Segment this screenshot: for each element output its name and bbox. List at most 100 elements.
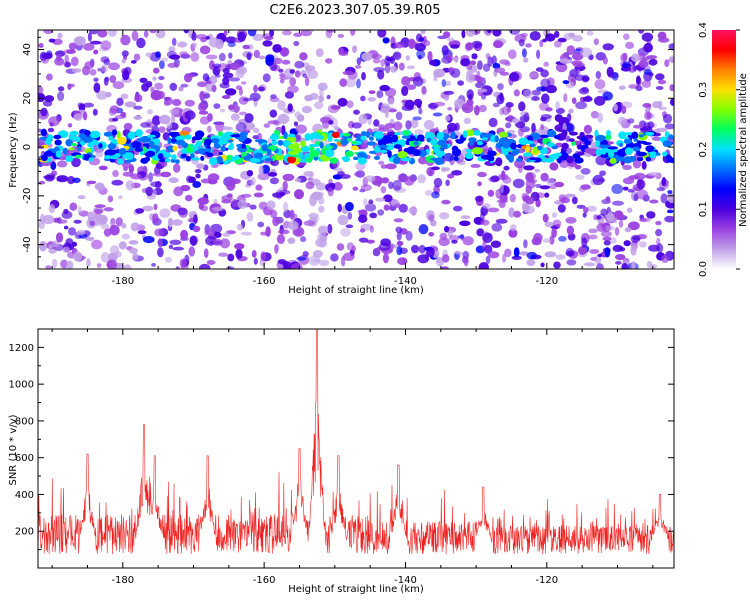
spectrogram-cell [234,243,245,250]
spectrogram-cell [669,84,674,92]
spectrogram-cell [173,186,184,197]
spectrogram-cell [294,70,301,78]
spectrogram-cell [493,40,503,49]
spectrogram-signal-cell [178,130,190,136]
spectrogram-cell [509,193,516,203]
spectrogram-cell [54,57,65,66]
spectrogram-signal-cell [568,138,575,142]
spectrogram-y-axis-label: Frequency (Hz) [8,112,19,188]
spectrogram-cell [136,37,146,49]
spectrogram-cell [566,259,577,266]
spectrogram-cell [120,34,131,46]
spectrogram-cell [441,167,446,172]
spectrogram-signal-cell [373,155,381,160]
spectrogram-cell [641,160,647,170]
spectrogram-signal-cell [140,157,149,164]
spectrogram-cell [622,186,629,191]
spectrogram-cell [487,251,500,259]
spectrogram-cell [539,39,544,48]
spectrogram-cell [583,262,596,267]
spectrogram-cell [63,225,69,230]
spectrogram-cell [559,58,572,64]
spectrogram-cell [666,209,674,214]
spectrogram-cell [196,163,205,169]
spectrogram-cell [432,112,443,117]
snr-x-ticks: -180 -160 -140 -120 [51,329,654,586]
spectrogram-cell [488,117,498,128]
spectrogram-cell [197,197,209,205]
spectrogram-cell [408,207,417,214]
spectrogram-cell [330,253,339,262]
spectrogram-signal-cell [181,153,187,158]
spectrogram-signal-cell [261,144,269,152]
spectrogram-signal-cell [140,135,152,143]
spectrogram-cell [602,91,613,101]
spectrogram-cell [315,48,324,57]
spectrogram-signal-cell [342,132,351,137]
spectrogram-cell [480,219,490,226]
spectrogram-cell [171,219,183,226]
spectrogram-cell [299,52,308,61]
spectrogram-cell [121,50,129,57]
spectrogram-cell [94,182,105,191]
spectrogram-cell [352,186,359,191]
spectrogram-cell [103,207,114,212]
spectrogram-signal-cell [387,150,392,158]
spectrogram-cell [206,260,216,265]
spectrogram-signal-cell [175,159,180,164]
spectrogram-cell [502,253,507,263]
spectrogram-cell [133,115,143,120]
spectrogram-cell [630,53,641,62]
spectrogram-signal-cell [374,145,381,153]
spectrogram-cell [540,69,549,78]
spectrogram-cell [428,214,435,222]
spectrogram-cell [270,209,278,219]
spectrogram-cell [474,195,484,202]
spectrogram-cell [345,224,354,229]
spectrogram-cell [363,198,368,207]
spectrogram-cell [564,193,576,198]
spectrogram-cell [225,88,237,96]
spectrogram-signal-cell [134,147,144,152]
spectrogram-cell [517,126,525,137]
spectrogram-cell [651,136,663,141]
spectrogram-cell [121,58,126,64]
spectrogram-cell [164,96,173,106]
spectrogram-cell [356,57,362,66]
spectrogram-signal-cell [327,135,333,142]
spectrogram-cell [424,190,433,196]
spectrogram-cell [501,105,511,116]
spectrogram-cell [602,43,614,51]
spectrogram-cell [396,240,404,247]
spectrogram-cell [347,212,353,220]
spectrogram-cell [494,67,506,73]
spectrogram-cell [566,45,576,55]
spectrogram-cell [376,90,384,99]
spectrogram-cell [580,47,593,58]
spectrogram-signal-cell [662,151,668,157]
spectrogram-cell [151,263,156,267]
spectrogram-cell [83,43,95,51]
spectrogram-cell [474,105,480,116]
spectrogram-cell [523,239,528,249]
spectrogram-cell [45,265,52,269]
spectrogram-cell [427,51,433,62]
spectrogram-cell [596,263,604,269]
spectrogram-signal-cell [185,134,192,140]
spectrogram-cell [461,30,466,39]
spectrogram-cell [71,157,81,168]
spectrogram-cell [558,235,567,242]
spectrogram-cell [632,159,642,169]
spectrogram-cell [122,162,132,169]
spectrogram-cell [332,181,343,191]
spectrogram-signal-cell [277,139,284,146]
spectrogram-cell [557,204,566,213]
spectrogram-signal-cell [373,131,384,140]
spectrogram-cell [38,85,44,95]
spectrogram-cell [441,45,449,56]
spectrogram-cell [218,252,229,257]
spectrogram-cell [604,247,611,258]
spectrogram-cell [308,212,319,219]
spectrogram-signal-cell [88,157,94,162]
colorbar-ticks: 0.0 0.1 0.2 0.3 0.4 [698,22,740,277]
